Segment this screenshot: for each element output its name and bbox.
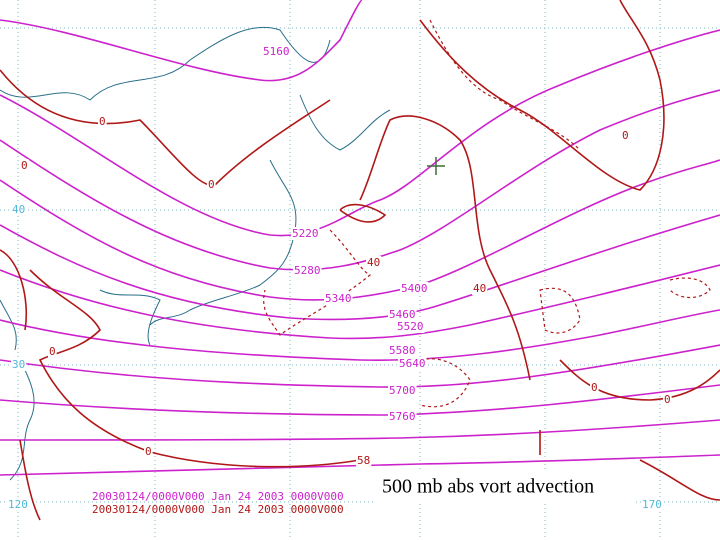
station-marker <box>427 157 445 175</box>
label-background <box>366 256 382 269</box>
label-background <box>11 203 27 216</box>
label-background <box>356 454 372 467</box>
vorticity-label: 0 <box>208 178 215 191</box>
grid-label: 120 <box>8 498 28 511</box>
label-background <box>11 358 27 371</box>
vorticity-label: 0 <box>145 445 152 458</box>
label-background <box>388 384 417 397</box>
vorticity-label: 40 <box>473 282 486 295</box>
height-label: 5520 <box>397 320 424 333</box>
label-background <box>207 178 216 191</box>
height-label: 5580 <box>389 344 416 357</box>
label-background <box>388 344 417 357</box>
grid-label: 30 <box>12 358 25 371</box>
label-background <box>398 357 427 370</box>
label-background <box>641 498 663 511</box>
vorticity-label: 0 <box>99 115 106 128</box>
label-background <box>293 264 322 277</box>
negative-advection-contours <box>263 19 711 408</box>
vorticity-label: 58 <box>357 454 370 467</box>
vorticity-label: 0 <box>21 159 28 172</box>
height-label: 5160 <box>263 45 290 58</box>
label-background <box>590 381 599 394</box>
height-label: 5640 <box>399 357 426 370</box>
caption: 500 mb abs vort advection <box>382 476 594 498</box>
height-label: 5340 <box>325 292 352 305</box>
label-background <box>400 282 429 295</box>
label-background <box>262 45 291 58</box>
grid-label: 40 <box>12 203 25 216</box>
valid-time: 20030124/0000V000 Jan 24 2003 0000V000 <box>92 503 344 516</box>
height-label: 5700 <box>389 384 416 397</box>
label-background <box>291 227 320 240</box>
label-background <box>396 320 425 333</box>
height-label: 5760 <box>389 410 416 423</box>
height-label: 5400 <box>401 282 428 295</box>
vorticity-label: 0 <box>49 345 56 358</box>
valid-time: 20030124/0000V000 Jan 24 2003 0000V000 <box>92 490 344 503</box>
label-background <box>48 345 57 358</box>
label-background <box>7 498 29 511</box>
label-background <box>144 445 153 458</box>
label-background <box>472 282 488 295</box>
label-background <box>388 410 417 423</box>
label-background <box>388 308 417 321</box>
vorticity-contours <box>0 0 720 521</box>
height-label: 5220 <box>292 227 319 240</box>
label-background <box>98 115 107 128</box>
coastlines <box>0 26 391 481</box>
label-background <box>621 129 630 142</box>
label-background <box>324 292 353 305</box>
vorticity-label: 0 <box>591 381 598 394</box>
labels: 5160522052805340540054605520558056405700… <box>7 45 672 511</box>
label-background <box>20 159 29 172</box>
caption-box <box>374 472 636 504</box>
vorticity-label: 40 <box>367 256 380 269</box>
vorticity-label: 0 <box>622 129 629 142</box>
height-label: 5460 <box>389 308 416 321</box>
vorticity-label: 0 <box>664 393 671 406</box>
label-background <box>663 393 672 406</box>
grid-label: 170 <box>642 498 662 511</box>
height-label: 5280 <box>294 264 321 277</box>
